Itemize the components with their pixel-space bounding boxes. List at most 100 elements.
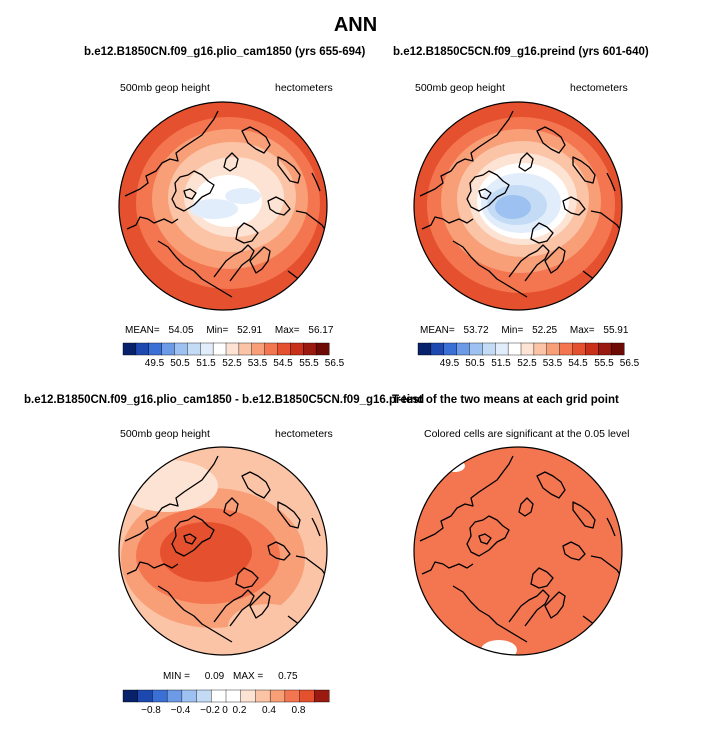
coastline-path xyxy=(536,126,566,154)
diff-colorbar-swatch xyxy=(211,689,227,703)
plio-map-field-contour xyxy=(190,199,238,219)
panel-diff-variable-label: 500mb geop height xyxy=(120,428,210,440)
coastline-path xyxy=(171,170,215,212)
abs-colorbar-swatch xyxy=(417,342,432,356)
abs-colorbar-tick-label: 56.5 xyxy=(619,358,640,369)
panel-diff-units-label: hectometers xyxy=(275,428,333,440)
abs-colorbar-swatch xyxy=(443,342,458,356)
coastline-path xyxy=(478,533,492,545)
coastline-path xyxy=(606,517,616,537)
abs-colorbar-tick-label: 55.5 xyxy=(594,358,614,369)
coastline-path xyxy=(590,555,622,577)
abs-colorbar-tick-label: 55.5 xyxy=(299,358,319,369)
abs-colorbar-swatch xyxy=(430,342,445,356)
coastline-path xyxy=(295,210,327,232)
abs-colorbar-swatch xyxy=(469,342,483,356)
diff-colorbar-swatch xyxy=(166,689,183,703)
coastline-path xyxy=(508,244,550,282)
abs-colorbar-swatch xyxy=(482,342,496,356)
coastline-path xyxy=(311,517,321,537)
diff-colorbar-swatch xyxy=(152,689,168,703)
panel-ttest-title: T-test of the two means at each grid poi… xyxy=(392,394,619,406)
diff-colorbar-tick-label: −0.2 xyxy=(200,705,220,716)
coastline-path xyxy=(572,156,596,184)
stat-max-label: Max= xyxy=(274,325,300,336)
coastline-path xyxy=(508,589,550,627)
coastline-path xyxy=(267,196,291,216)
coastline-path xyxy=(419,455,514,542)
coastline-path xyxy=(562,196,586,216)
coastline-path xyxy=(544,591,566,619)
abs-colorbar-tick-label: 49.5 xyxy=(144,358,165,369)
stat-max-label: Max= xyxy=(569,325,595,336)
panel-diff-title: b.e12.B1850CN.f09_g16.plio_cam1850 - b.e… xyxy=(24,394,425,406)
coastline-path xyxy=(452,240,528,298)
coastline-path xyxy=(213,589,255,627)
abs-colorbar-swatch xyxy=(277,342,291,356)
ttest-map-field-contour xyxy=(445,460,465,472)
abs-colorbar-tick-label: 53.5 xyxy=(542,358,563,369)
diff-colorbar-swatch xyxy=(284,689,301,703)
coastline-path xyxy=(478,188,492,200)
abs-colorbar-tick-label: 54.5 xyxy=(568,358,588,369)
abs-colorbar-tick-label: 52.5 xyxy=(222,358,242,369)
diff-colorbar-tick-label: −0.8 xyxy=(141,705,161,716)
diff-colorbar-swatch xyxy=(269,689,286,703)
diff-colorbar-swatch xyxy=(314,689,330,703)
figure-title: ANN xyxy=(333,14,378,36)
abs-colorbar-tick-label: 54.5 xyxy=(273,358,293,369)
coastline-path xyxy=(235,567,259,589)
coastline-path xyxy=(452,585,528,643)
coastline-path xyxy=(126,216,179,230)
plio-map-field-contour xyxy=(225,188,261,204)
abs-colorbar-swatch xyxy=(161,342,176,356)
abs-colorbar-swatch xyxy=(225,342,240,356)
diff-colorbar-swatch xyxy=(181,689,198,703)
abs-colorbar-tick-label: 51.5 xyxy=(491,358,511,369)
plio-map-boundary xyxy=(118,101,328,311)
panel-preind-variable-label: 500mb geop height xyxy=(415,82,505,94)
coastline-path xyxy=(126,561,179,575)
coastline-path xyxy=(249,246,271,274)
abs-colorbar-tick-label: 51.5 xyxy=(196,358,216,369)
abs-colorbar-swatch xyxy=(238,342,253,356)
abs-colorbar-swatch xyxy=(520,342,535,356)
stat-mean-label: MEAN= xyxy=(125,325,160,336)
abs-colorbar-swatch xyxy=(200,342,214,356)
abs-colorbar-swatch xyxy=(546,342,561,356)
diff-colorbar-swatch xyxy=(255,689,271,703)
coastline-path xyxy=(235,222,259,244)
ttest-map-field-contour xyxy=(414,447,622,655)
stat-max-value: 0.75 xyxy=(278,671,298,682)
diff-colorbar-tick-label: −0.4 xyxy=(170,705,191,716)
abs-colorbar-swatch xyxy=(533,342,548,356)
abs-colorbar-swatch xyxy=(495,342,509,356)
coastline-path xyxy=(295,555,327,577)
abs-colorbar-swatch xyxy=(122,342,137,356)
panel-preind-units-label: hectometers xyxy=(570,82,628,94)
stat-mean-value: 53.72 xyxy=(463,325,489,336)
panel-diff-polar-map xyxy=(118,446,328,656)
abs-colorbar-swatch xyxy=(174,342,188,356)
abs-colorbar-swatch xyxy=(303,342,317,356)
diff-colorbar-tick-label: 0.2 xyxy=(232,705,247,716)
abs-colorbar-tick-label: 56.5 xyxy=(324,358,345,369)
abs-colorbar-swatch xyxy=(212,342,227,356)
stat-min-label: Min= xyxy=(501,325,524,336)
diff-map-boundary xyxy=(118,446,328,656)
coastline-path xyxy=(518,497,534,517)
abs-colorbar-tick-label: 52.5 xyxy=(517,358,537,369)
abs-colorbar-swatch xyxy=(315,342,330,356)
coastline-path xyxy=(518,152,534,172)
coastline-path xyxy=(421,561,474,575)
abs-colorbar-swatch xyxy=(598,342,612,356)
panel-diff-stats: MIN = 0.09 MAX = 0.75 xyxy=(163,671,298,682)
coastline-path xyxy=(562,541,586,561)
coastline-path xyxy=(544,246,566,274)
coastline-path xyxy=(419,110,514,197)
abs-colorbar-swatch xyxy=(135,342,150,356)
abs-colorbar-tick-label: 53.5 xyxy=(247,358,268,369)
coastline-path xyxy=(267,541,291,561)
abs-colorbar-tick-label: 49.5 xyxy=(439,358,460,369)
coastline-path xyxy=(277,501,301,529)
